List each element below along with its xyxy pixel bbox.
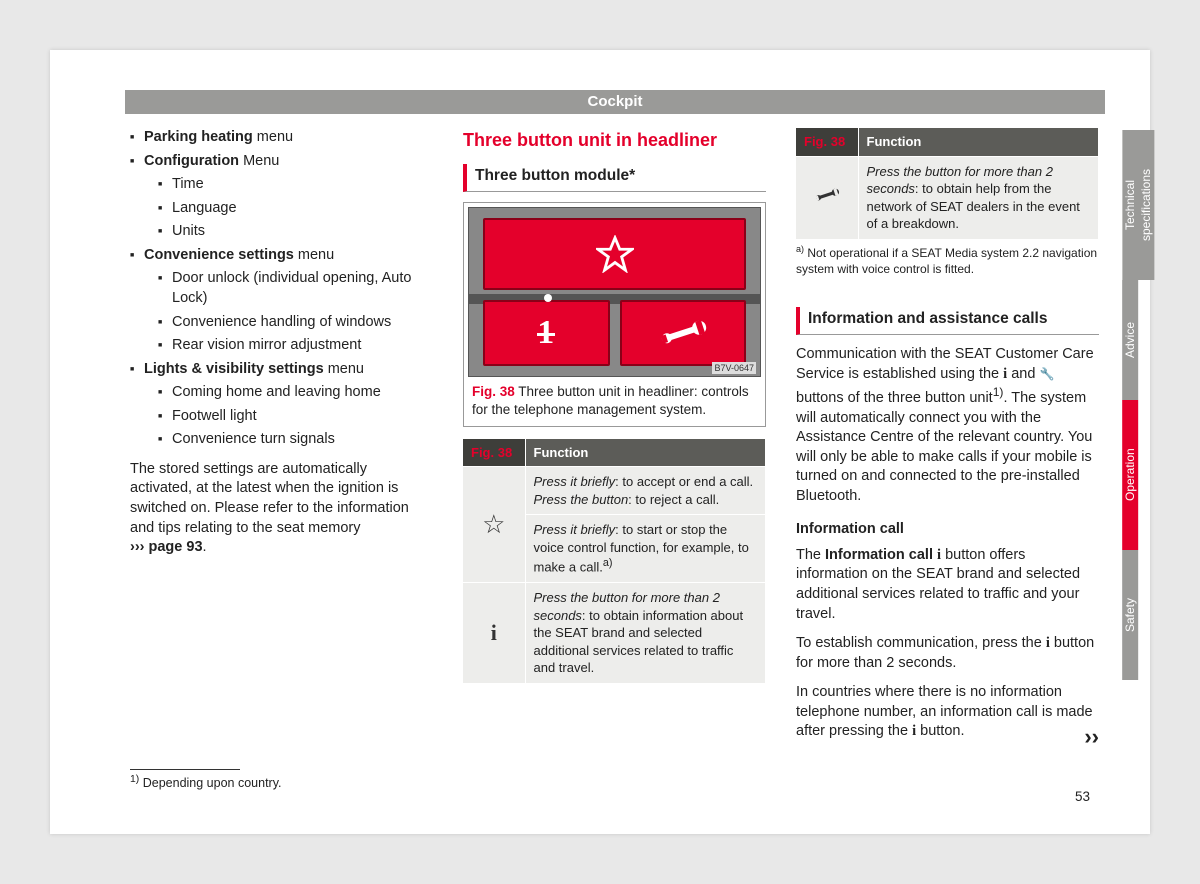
headliner-star-button [483, 218, 746, 290]
menu-subitem: Door unlock (individual opening, Auto Lo… [158, 269, 433, 308]
table-header-fig: Fig. 38 [796, 128, 858, 156]
table-header-fig: Fig. 38 [463, 439, 525, 467]
function-table-2: Fig. 38 Function [796, 128, 1099, 239]
menu-subitem: Language [158, 199, 433, 219]
wrench-icon [814, 185, 840, 205]
figure-image: 1 [468, 207, 761, 377]
menu-item: Lights & visibility settings menu Coming… [130, 360, 433, 450]
table-cell: Press it briefly: to accept or end a cal… [525, 467, 766, 515]
star-icon: ☆ [482, 509, 505, 539]
table-footnote: a) Not operational if a SEAT Media syste… [796, 243, 1099, 277]
menu-subitem: Time [158, 175, 433, 195]
column-2: Three button unit in headliner Three but… [463, 128, 766, 752]
column-3: Fig. 38 Function [796, 128, 1099, 752]
stored-settings-paragraph: The stored settings are automatically ac… [130, 460, 433, 558]
paragraph-heading: Information call [796, 520, 1099, 540]
table-cell: Press the button for more than 2 seconds… [525, 583, 766, 683]
menu-subitem: Convenience turn signals [158, 430, 433, 450]
table-icon-cell: i [463, 583, 525, 683]
tab-safety[interactable]: Safety [1122, 550, 1138, 680]
table-icon-cell [796, 156, 858, 239]
tab-operation[interactable]: Operation [1122, 400, 1138, 550]
manual-page: Cockpit Technical specifications Advice … [50, 50, 1150, 834]
subsection-heading: Three button module* [463, 164, 766, 192]
menu-item: Configuration Menu Time Language Units [130, 152, 433, 242]
figure-code: B7V-0647 [712, 362, 756, 374]
figure-box: 1 [463, 202, 766, 426]
wrench-icon: 🔧 [1039, 367, 1054, 381]
headliner-info-button: 1 [483, 300, 610, 366]
table-cell: Press the button for more than 2 seconds… [858, 156, 1099, 239]
table-header-function: Function [858, 128, 1099, 156]
body-paragraph: In countries where there is no informati… [796, 683, 1099, 742]
table-cell: Press it briefly: to start or stop the v… [525, 515, 766, 583]
menu-subitem: Coming home and leaving home [158, 383, 433, 403]
table-header-function: Function [525, 439, 766, 467]
continuation-icon: ›› [1084, 722, 1099, 752]
function-table-1: Fig. 38 Function ☆ Press it briefly: to … [463, 439, 766, 683]
page-reference-link[interactable]: ››› page 93 [130, 539, 203, 555]
settings-menu-list: Parking heating menu Configuration Menu … [130, 128, 433, 450]
menu-subitem: Units [158, 222, 433, 242]
star-icon [596, 235, 634, 273]
subsection-heading: Information and assistance calls [796, 307, 1099, 335]
body-paragraph: To establish communication, press the i … [796, 634, 1099, 673]
body-paragraph: Communication with the SEAT Customer Car… [796, 345, 1099, 506]
menu-subitem: Rear vision mirror adjustment [158, 336, 433, 356]
menu-item: Convenience settings menu Door unlock (i… [130, 246, 433, 356]
menu-item: Parking heating menu [130, 128, 433, 148]
page-footnote: 1) Depending upon country. [130, 773, 282, 792]
tab-technical-specifications[interactable]: Technical specifications [1122, 130, 1154, 280]
menu-subitem: Convenience handling of windows [158, 313, 433, 333]
headliner-wrench-button [620, 300, 747, 366]
wrench-icon [658, 318, 708, 348]
menu-subitem: Footwell light [158, 407, 433, 427]
side-tabs: Technical specifications Advice Operatio… [1122, 130, 1150, 680]
info-icon: i [491, 620, 497, 645]
footnote-rule [130, 769, 240, 770]
page-number: 53 [1075, 788, 1090, 806]
table-icon-cell: ☆ [463, 467, 525, 583]
figure-caption: Fig. 38 Three button unit in headliner: … [468, 377, 761, 423]
column-1: Parking heating menu Configuration Menu … [130, 128, 433, 752]
body-paragraph: The Information call i button offers inf… [796, 546, 1099, 624]
section-heading: Three button unit in headliner [463, 128, 766, 152]
tab-advice[interactable]: Advice [1122, 280, 1138, 400]
section-header: Cockpit [125, 90, 1105, 114]
